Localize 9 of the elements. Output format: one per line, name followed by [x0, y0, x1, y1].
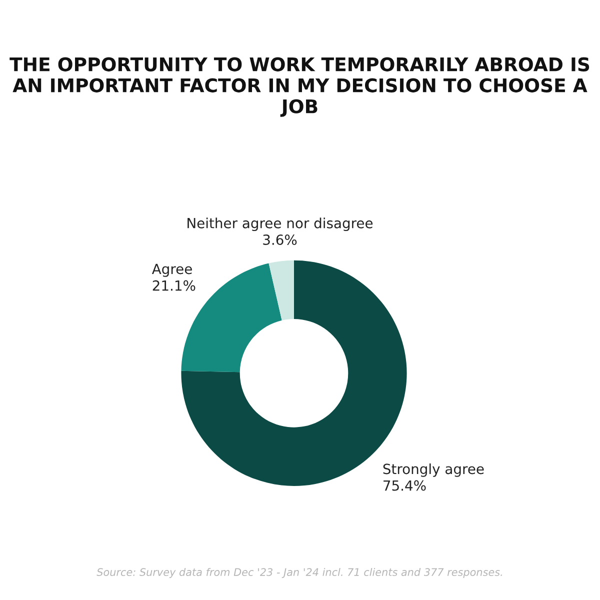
data-label: 3.6%: [263, 234, 297, 245]
source-note: Source: Survey data from Dec '23 - Jan '24 incl. 71 clients and 377 responses.: [96, 568, 502, 578]
data-label: 75.4%: [384, 480, 426, 491]
donut-slice: [268, 260, 294, 320]
slice-label: Neither agree nor disagree: [188, 218, 373, 232]
slice-label: Agree: [152, 264, 192, 277]
data-label: 21.1%: [152, 280, 196, 291]
slice-label: Strongly agree: [383, 463, 484, 477]
chart-title: THE OPPORTUNITY TO WORK TEMPORARILY ABROAD IS AN IMPORTANT FACTOR IN MY DECISION TO CHOOSE A JOB: [10, 57, 590, 117]
